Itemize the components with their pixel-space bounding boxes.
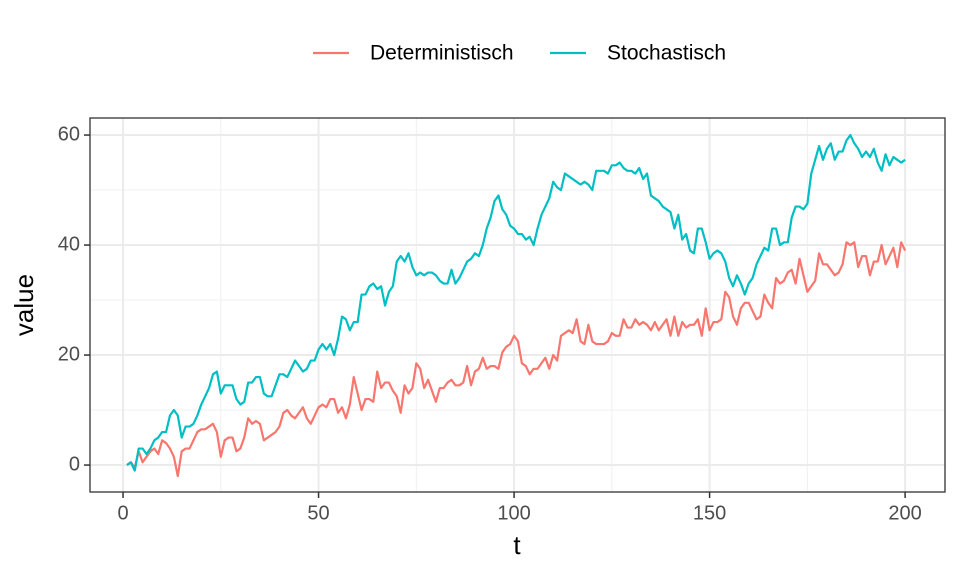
y-tick-label: 40 xyxy=(58,233,80,255)
legend-label: Stochastisch xyxy=(607,42,726,65)
x-tick-label: 100 xyxy=(497,502,530,524)
y-axis-title: value xyxy=(9,274,39,336)
x-tick-label: 50 xyxy=(307,502,329,524)
legend-label: Deterministisch xyxy=(370,42,514,65)
panel-border xyxy=(89,117,946,493)
x-tick-label: 200 xyxy=(888,502,921,524)
y-tick-label: 60 xyxy=(58,123,80,145)
series-line xyxy=(126,241,907,478)
x-tick-label: 0 xyxy=(117,502,128,524)
x-axis-title: t xyxy=(513,530,521,560)
series-line xyxy=(126,133,906,472)
y-tick-label: 0 xyxy=(69,453,80,475)
y-tick-label: 20 xyxy=(58,343,80,365)
x-tick-label: 150 xyxy=(693,502,726,524)
